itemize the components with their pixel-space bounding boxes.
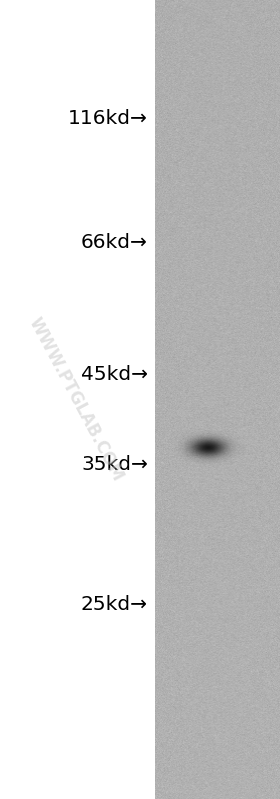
Text: 25kd→: 25kd→: [81, 594, 148, 614]
Text: WWW.PTGLAB.COM: WWW.PTGLAB.COM: [25, 315, 127, 484]
Text: 66kd→: 66kd→: [81, 233, 148, 252]
Text: 35kd→: 35kd→: [81, 455, 148, 474]
Text: 45kd→: 45kd→: [81, 364, 148, 384]
Text: 116kd→: 116kd→: [68, 109, 148, 128]
